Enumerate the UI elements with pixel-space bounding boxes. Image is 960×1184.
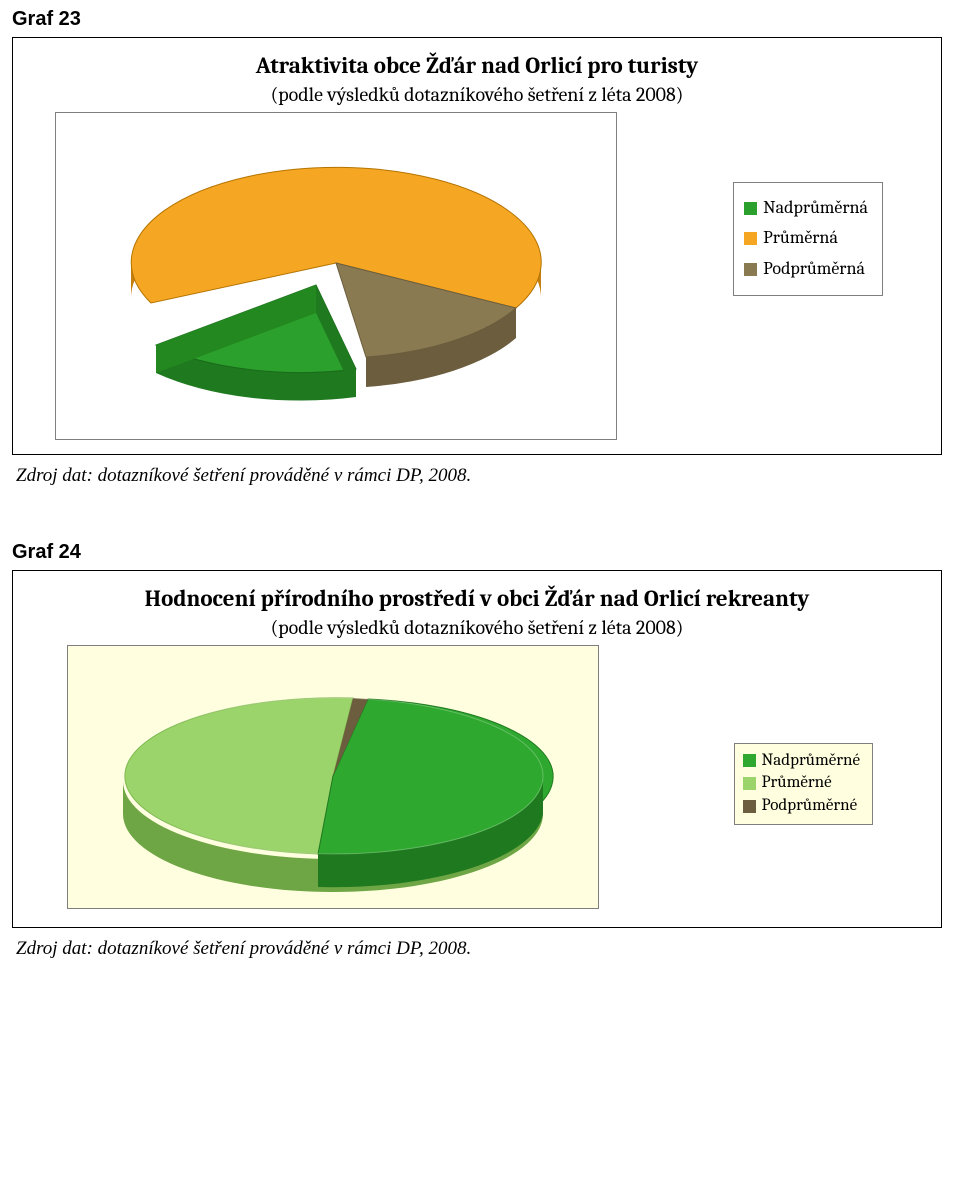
legend-swatch-icon: [743, 800, 756, 813]
pie-slice-nadprumerna: [156, 285, 356, 401]
legend-label: Podprůměrné: [762, 795, 858, 818]
legend-item: Nadprůměrné: [743, 750, 861, 773]
graf24-chart-body: Nadprůměrné Průměrné Podprůměrné: [31, 645, 923, 915]
graf24-label: Graf 24: [12, 541, 960, 564]
graf23-pie-svg: [56, 113, 616, 439]
graf24-frame: Hodnocení přírodního prostředí v obci Žď…: [12, 570, 942, 928]
graf24-title: Hodnocení přírodního prostředí v obci Žď…: [91, 585, 863, 614]
legend-item: Průměrná: [744, 223, 868, 254]
graf23-subtitle: (podle výsledků dotazníkového šetření z …: [31, 83, 923, 106]
graf23-source: Zdroj dat: dotazníkové šetření prováděné…: [16, 465, 960, 487]
graf24-pie-box: [67, 645, 599, 909]
graf24-source: Zdroj dat: dotazníkové šetření prováděné…: [16, 938, 960, 960]
legend-item: Podprůměrná: [744, 254, 868, 285]
legend-swatch-icon: [743, 754, 756, 767]
legend-swatch-icon: [743, 777, 756, 790]
graf23-legend: Nadprůměrná Průměrná Podprůměrná: [733, 182, 883, 296]
legend-swatch-icon: [744, 232, 757, 245]
legend-item: Nadprůměrná: [744, 193, 868, 224]
graf23-chart-body: Nadprůměrná Průměrná Podprůměrná: [31, 112, 923, 442]
graf23-label: Graf 23: [12, 8, 960, 31]
legend-label: Podprůměrná: [763, 254, 865, 285]
graf23-title: Atraktivita obce Žďár nad Orlicí pro tur…: [91, 52, 863, 81]
page: Graf 23 Atraktivita obce Žďár nad Orlicí…: [0, 0, 960, 1184]
graf24-legend: Nadprůměrné Průměrné Podprůměrné: [734, 743, 874, 826]
legend-label: Nadprůměrná: [763, 193, 868, 224]
legend-label: Nadprůměrné: [762, 750, 861, 773]
graf23-frame: Atraktivita obce Žďár nad Orlicí pro tur…: [12, 37, 942, 455]
spacer: [12, 487, 960, 541]
graf23-pie-box: [55, 112, 617, 440]
legend-swatch-icon: [744, 202, 757, 215]
graf24-subtitle: (podle výsledků dotazníkového šetření z …: [31, 616, 923, 639]
legend-label: Průměrná: [763, 223, 838, 254]
pie-slice-prumerna: [131, 167, 541, 308]
legend-item: Podprůměrné: [743, 795, 861, 818]
legend-swatch-icon: [744, 263, 757, 276]
graf24-pie-svg: [68, 646, 598, 908]
legend-label: Průměrné: [762, 772, 832, 795]
legend-item: Průměrné: [743, 772, 861, 795]
